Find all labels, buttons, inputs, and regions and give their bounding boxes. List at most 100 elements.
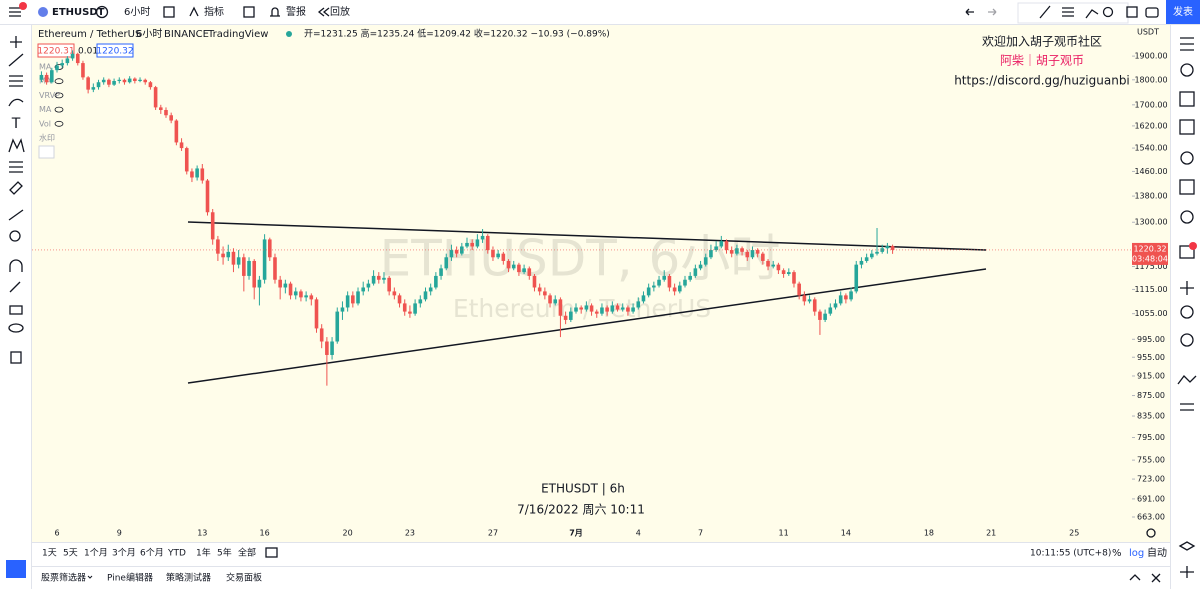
- candle-body: [366, 283, 371, 288]
- candle-body: [242, 257, 246, 276]
- ideas-icon[interactable]: [1180, 210, 1194, 224]
- magnet-tool[interactable]: [9, 259, 23, 272]
- candle-icon[interactable]: [163, 6, 175, 18]
- settings-icon[interactable]: [1102, 6, 1114, 18]
- panel-tab[interactable]: 股票筛选器: [41, 572, 86, 584]
- alerts[interactable]: 警报: [286, 5, 306, 18]
- fib-tool[interactable]: [9, 75, 23, 87]
- panel-controls[interactable]: [1129, 573, 1161, 583]
- brush-tool[interactable]: [8, 98, 24, 107]
- streams-icon[interactable]: [1180, 281, 1194, 295]
- help-icon[interactable]: [1180, 333, 1194, 347]
- pine-icon[interactable]: [1177, 375, 1197, 385]
- candle-body: [600, 307, 604, 314]
- replay[interactable]: 回放: [330, 5, 350, 18]
- candle-body: [439, 268, 443, 276]
- misc-icon[interactable]: [1180, 566, 1194, 578]
- community-link[interactable]: https://discord.gg/huziguanbi: [954, 74, 1130, 88]
- trend-line[interactable]: [187, 221, 987, 251]
- watchlist-icon[interactable]: [1180, 37, 1194, 51]
- log-toggle[interactable]: log: [1129, 548, 1144, 559]
- undo-icon[interactable]: [965, 8, 974, 16]
- indicators[interactable]: 指标: [204, 5, 224, 18]
- candle-body: [584, 305, 589, 310]
- interval[interactable]: 6小时: [124, 6, 150, 18]
- bottom-tabs: 股票筛选器 Pine编辑器 策略测试器 交易面板: [41, 572, 262, 584]
- visibility-icon[interactable]: [54, 78, 64, 85]
- visibility-icon[interactable]: [54, 106, 64, 113]
- percent-toggle[interactable]: %: [1112, 548, 1122, 559]
- candle-body: [283, 283, 288, 288]
- study-label: Vol: [39, 119, 51, 128]
- axis-settings[interactable]: [1146, 528, 1156, 538]
- dom-icon[interactable]: [1180, 403, 1194, 411]
- publish-button[interactable]: [1166, 0, 1200, 24]
- range-button[interactable]: 全部: [238, 547, 256, 559]
- countdown: 03:48:04: [1132, 254, 1168, 263]
- object-tree-button[interactable]: [6, 560, 26, 578]
- data-icon[interactable]: [1179, 119, 1195, 135]
- chat-icon[interactable]: [1179, 245, 1195, 259]
- lock-tool[interactable]: [9, 305, 23, 315]
- candle-body: [657, 279, 661, 286]
- news-icon[interactable]: [1179, 91, 1195, 107]
- candle-body: [465, 242, 469, 247]
- collapse-button[interactable]: [38, 145, 55, 159]
- crosshair-tool[interactable]: [10, 36, 22, 48]
- drawing-icons[interactable]: [1039, 5, 1099, 19]
- hide-tool[interactable]: [8, 323, 24, 333]
- broadcast-icon[interactable]: [1180, 305, 1194, 319]
- menu-icon[interactable]: [9, 7, 21, 17]
- trend-line[interactable]: [187, 268, 987, 384]
- pattern-tool[interactable]: [8, 138, 25, 153]
- range-button[interactable]: 1个月: [84, 548, 108, 559]
- candle-body: [880, 248, 885, 252]
- alert-icon[interactable]: [270, 7, 280, 17]
- ask-box[interactable]: [96, 43, 134, 58]
- candle-body: [579, 307, 583, 310]
- panel-tab[interactable]: 交易面板: [226, 572, 262, 584]
- add-icon[interactable]: [95, 5, 109, 19]
- visibility-icon[interactable]: [54, 120, 64, 127]
- range-button[interactable]: YTD: [167, 549, 186, 559]
- panel-tab[interactable]: Pine编辑器: [107, 572, 153, 584]
- candle-body: [314, 299, 319, 329]
- redo-icon[interactable]: [988, 8, 997, 16]
- layers-icon[interactable]: [1178, 541, 1196, 551]
- candle-body: [376, 275, 381, 280]
- range-button[interactable]: 5天: [63, 549, 78, 559]
- range-button[interactable]: 1年: [196, 547, 211, 559]
- text-tool[interactable]: T: [11, 116, 21, 132]
- bid-box[interactable]: [37, 43, 75, 58]
- range-button[interactable]: 6个月: [140, 548, 164, 559]
- panel-tab[interactable]: 策略测试器: [166, 572, 211, 584]
- hotlist-icon[interactable]: [1179, 179, 1195, 195]
- range-button[interactable]: 1天: [42, 549, 57, 559]
- snapshot-icon[interactable]: [1145, 7, 1159, 18]
- candle-body: [226, 251, 231, 258]
- replay-icon[interactable]: [317, 7, 330, 17]
- line-tool[interactable]: [8, 53, 24, 67]
- ruler-tool[interactable]: [8, 209, 24, 221]
- candle-body: [153, 87, 158, 108]
- calendar-icon[interactable]: [1180, 151, 1194, 165]
- range-button[interactable]: 5年: [217, 547, 232, 559]
- visibility-icon[interactable]: [54, 92, 64, 99]
- visibility-icon[interactable]: [54, 64, 64, 70]
- symbol[interactable]: ETHUSDT: [52, 7, 105, 18]
- stay-tool[interactable]: [9, 281, 21, 293]
- alerts-icon[interactable]: [1180, 63, 1194, 77]
- candle-body: [766, 260, 770, 267]
- candle-body: [875, 251, 879, 254]
- date-range-icon[interactable]: [265, 547, 278, 558]
- zoom-tool[interactable]: [9, 230, 21, 242]
- prediction-tool[interactable]: [9, 161, 23, 173]
- shape-tool[interactable]: [9, 181, 23, 195]
- fullscreen-icon[interactable]: [1126, 6, 1138, 18]
- trash-tool[interactable]: [10, 351, 22, 364]
- candle-body: [828, 307, 833, 314]
- range-button[interactable]: 3个月: [112, 548, 136, 559]
- indicator-icon[interactable]: [189, 6, 199, 17]
- layout-icon[interactable]: [243, 6, 255, 18]
- auto-toggle[interactable]: 自动: [1147, 546, 1167, 559]
